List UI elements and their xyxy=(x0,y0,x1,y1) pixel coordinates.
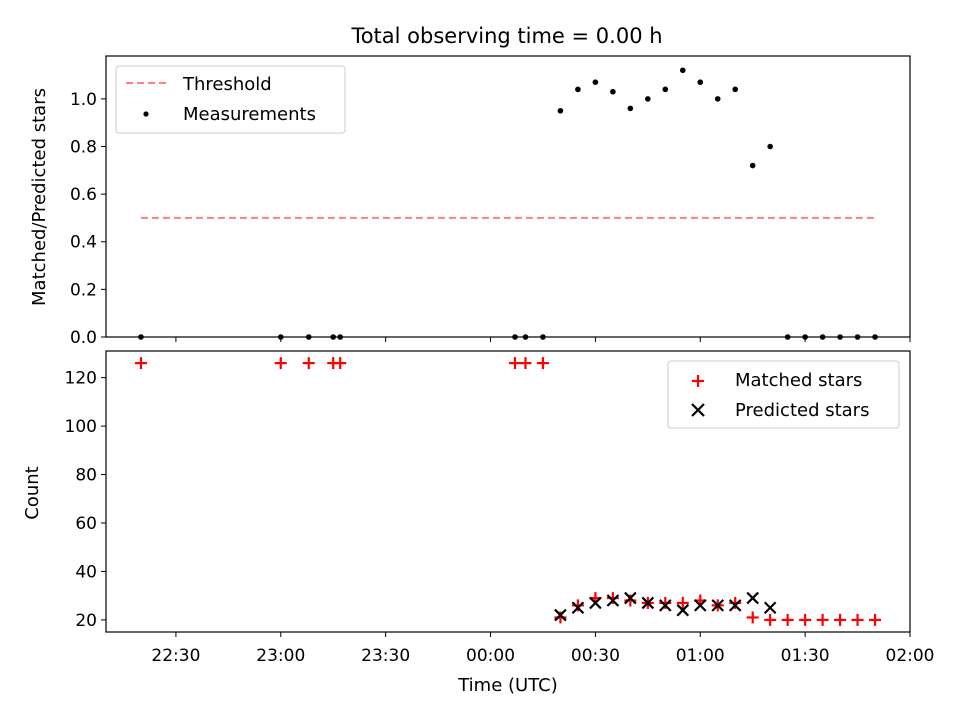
predicted-star-marker xyxy=(746,591,759,605)
x-tick-label: 02:00 xyxy=(886,646,935,666)
x-tick-label: 23:00 xyxy=(256,646,305,666)
matched-star-marker xyxy=(606,592,619,605)
matched-star-marker xyxy=(746,611,759,624)
predicted-star-marker xyxy=(711,599,725,612)
predicted-star-marker xyxy=(728,599,742,612)
measurement-point xyxy=(679,67,686,74)
bottom-y-axis-label: Count xyxy=(22,466,43,519)
top-y-tick-label: 0.4 xyxy=(70,233,97,253)
x-tick-label: 01:30 xyxy=(781,646,830,666)
top-legend: Threshold Measurements xyxy=(115,65,346,134)
bottom-y-tick-label: 60 xyxy=(75,514,97,534)
bottom-panel: 20 40 60 80 100 120 22:30 23:00 23:30 00:00 00:30 0… xyxy=(22,350,935,696)
chart-title: Total observing time = 0.00 h xyxy=(350,24,662,48)
measurement-point xyxy=(697,79,704,85)
bottom-y-tick-label: 20 xyxy=(75,611,97,631)
top-panel: 0.0 0.2 0.4 0.6 0.8 1.0 Matched/Predicted sta… xyxy=(29,55,911,348)
x-tick-label: 00:00 xyxy=(466,646,515,666)
predicted-star-marker xyxy=(571,601,585,615)
bottom-y-tick-label: 80 xyxy=(75,466,97,486)
matched-star-marker xyxy=(851,613,864,626)
measurement-point xyxy=(645,96,651,102)
predicted-star-marker xyxy=(676,603,690,617)
predicted-star-marker xyxy=(693,599,707,612)
matched-star-marker xyxy=(624,594,637,607)
matched-star-marker xyxy=(536,357,549,370)
matched-star-marker xyxy=(519,357,532,370)
measurement-point xyxy=(714,96,721,102)
bottom-legend-box xyxy=(667,360,900,429)
bottom-axes-frame xyxy=(105,350,911,633)
x-axis-label: Time (UTC) xyxy=(457,675,558,696)
matched-star-marker xyxy=(134,357,147,370)
matched-star-marker xyxy=(554,611,567,624)
legend-matched-swatch xyxy=(692,375,704,387)
bottom-legend: Matched stars Predicted stars xyxy=(667,360,900,429)
legend-measurements-swatch xyxy=(143,111,149,117)
matched-star-marker xyxy=(659,596,672,609)
legend-predicted-label: Predicted stars xyxy=(735,400,869,421)
top-y-tick-label: 0.2 xyxy=(70,280,97,300)
matched-star-marker xyxy=(729,596,742,609)
matched-star-marker xyxy=(676,596,689,609)
x-tick-label: 22:30 xyxy=(151,646,200,666)
x-tick-label: 01:00 xyxy=(676,646,725,666)
top-y-tick-label: 0.8 xyxy=(70,137,97,157)
matched-star-marker xyxy=(571,599,584,612)
matched-star-marker xyxy=(834,613,847,626)
bottom-y-tick-label: 120 xyxy=(65,369,97,389)
predicted-star-marker xyxy=(659,599,672,612)
top-legend-box xyxy=(115,65,346,134)
predicted-star-marker xyxy=(641,596,655,610)
measurement-point xyxy=(592,79,599,85)
matched-star-marker xyxy=(274,357,287,370)
measurement-point xyxy=(627,105,634,112)
matched-star-marker xyxy=(869,613,882,626)
measurement-point xyxy=(557,107,564,114)
top-y-tick-label: 0.0 xyxy=(70,328,97,348)
legend-matched-label: Matched stars xyxy=(735,370,862,391)
predicted-star-marker xyxy=(763,601,777,615)
measurement-point xyxy=(610,88,616,95)
top-y-tick-label: 1.0 xyxy=(70,90,97,110)
matched-star-marker xyxy=(508,357,521,370)
predicted-star-marker xyxy=(606,594,620,607)
top-y-tick-label: 0.6 xyxy=(70,185,97,205)
legend-measurements-label: Measurements xyxy=(183,104,316,125)
predicted-star-marker xyxy=(554,608,567,622)
measurement-point xyxy=(749,162,756,169)
matched-star-marker xyxy=(781,613,794,626)
measurement-point xyxy=(575,86,581,93)
bottom-y-tick-label: 100 xyxy=(65,417,97,437)
predicted-star-marker xyxy=(589,596,602,610)
top-axes-frame xyxy=(105,55,911,338)
predicted-star-marker xyxy=(624,591,637,605)
matched-star-marker xyxy=(799,613,812,626)
matched-star-marker xyxy=(816,613,829,626)
top-y-axis-label: Matched/Predicted stars xyxy=(29,88,50,306)
matched-star-marker xyxy=(334,357,347,370)
matched-star-marker xyxy=(302,357,315,370)
measurement-point xyxy=(767,143,773,150)
bottom-y-tick-label: 40 xyxy=(75,562,97,582)
legend-threshold-label: Threshold xyxy=(182,74,272,95)
legend-predicted-swatch xyxy=(691,403,705,417)
measurement-point xyxy=(732,86,739,93)
x-tick-label: 00:30 xyxy=(571,646,620,666)
x-tick-label: 23:30 xyxy=(361,646,410,666)
matched-star-marker xyxy=(764,613,777,626)
measurement-point xyxy=(662,86,669,93)
